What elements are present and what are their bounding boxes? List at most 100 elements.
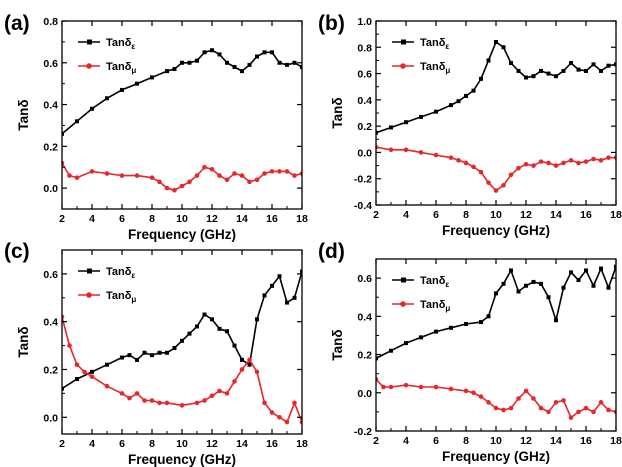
data-point bbox=[478, 169, 484, 175]
plot-frame bbox=[375, 258, 617, 432]
panel-label: (d) bbox=[318, 240, 345, 263]
legend-label: Tanδε bbox=[106, 37, 135, 51]
data-point bbox=[247, 179, 252, 185]
data-point bbox=[389, 125, 393, 130]
series-tan-mu bbox=[62, 160, 302, 193]
data-point bbox=[157, 400, 162, 406]
x-tick-label: 18 bbox=[610, 209, 622, 221]
data-point bbox=[292, 295, 297, 300]
data-point bbox=[292, 400, 297, 406]
x-tick-label: 2 bbox=[59, 438, 65, 450]
data-point bbox=[479, 320, 483, 325]
data-point bbox=[119, 173, 125, 178]
data-point bbox=[150, 353, 154, 358]
data-point bbox=[62, 131, 64, 136]
data-point bbox=[134, 391, 140, 396]
legend-label-sub: μ bbox=[445, 66, 450, 75]
data-point bbox=[142, 350, 147, 355]
y-axis-title: Tanδ bbox=[330, 329, 345, 360]
y-tick-label: 0.8 bbox=[43, 16, 58, 28]
data-point bbox=[576, 409, 581, 415]
data-point bbox=[433, 384, 439, 390]
data-point bbox=[516, 68, 521, 73]
data-point bbox=[285, 62, 289, 67]
x-tick-label: 6 bbox=[433, 435, 439, 447]
data-point bbox=[591, 156, 596, 162]
y-tick-label: 0.0 bbox=[43, 412, 58, 424]
x-tick-label: 4 bbox=[89, 438, 95, 450]
data-point bbox=[471, 390, 476, 396]
legend-marker bbox=[401, 39, 406, 45]
legend-label-main: Tanδ bbox=[106, 37, 132, 49]
data-point bbox=[239, 173, 245, 178]
data-point bbox=[164, 185, 170, 191]
data-point bbox=[180, 60, 184, 65]
data-point bbox=[486, 314, 491, 319]
data-point bbox=[104, 171, 110, 176]
data-point bbox=[501, 281, 506, 286]
data-point bbox=[538, 405, 544, 411]
data-point bbox=[388, 147, 394, 153]
data-point bbox=[277, 414, 282, 420]
x-tick-label: 6 bbox=[119, 438, 125, 450]
data-point bbox=[240, 357, 244, 362]
data-point bbox=[599, 68, 603, 73]
data-point bbox=[553, 400, 559, 405]
series-tan-mu bbox=[62, 314, 302, 425]
data-point bbox=[463, 388, 469, 394]
data-point bbox=[262, 293, 267, 298]
data-point bbox=[449, 325, 453, 330]
data-point bbox=[217, 388, 222, 394]
data-point bbox=[614, 62, 616, 67]
data-point bbox=[403, 147, 409, 153]
series-line bbox=[376, 378, 616, 419]
data-point bbox=[254, 369, 260, 375]
data-point bbox=[576, 278, 581, 283]
data-point bbox=[202, 398, 207, 403]
y-tick-label: 0.6 bbox=[357, 273, 372, 285]
data-point bbox=[195, 58, 199, 63]
legend-label-main: Tanδ bbox=[420, 37, 446, 49]
legend-label-main: Tanδ bbox=[420, 299, 446, 311]
data-point bbox=[546, 160, 551, 166]
data-point bbox=[501, 182, 506, 188]
x-tick-label: 10 bbox=[490, 435, 502, 447]
data-point bbox=[254, 177, 260, 183]
data-point bbox=[284, 419, 290, 425]
series-line bbox=[62, 162, 302, 192]
legend-label-main: Tanδ bbox=[420, 275, 446, 287]
data-point bbox=[187, 60, 192, 65]
data-point bbox=[531, 163, 536, 168]
data-point bbox=[598, 400, 604, 405]
x-tick-label: 14 bbox=[236, 213, 248, 225]
x-tick-label: 16 bbox=[266, 438, 278, 450]
data-point bbox=[456, 99, 461, 104]
data-point bbox=[494, 291, 498, 296]
series-tan-eps bbox=[62, 269, 302, 391]
data-point bbox=[149, 175, 155, 180]
data-point bbox=[127, 353, 132, 358]
data-point bbox=[524, 75, 528, 80]
chart-panel-1: (a) 2 4 6 8 10 12 14 16 18 0.0 0.2 0.4 0.6 0.8 Frequenc… bbox=[4, 12, 308, 242]
y-tick-label: 0.8 bbox=[357, 42, 372, 54]
series-tan-eps bbox=[62, 48, 302, 136]
x-tick-label: 16 bbox=[580, 209, 592, 221]
legend-label: Tanδε bbox=[106, 266, 135, 280]
data-point bbox=[172, 187, 177, 193]
data-point bbox=[576, 67, 581, 72]
data-point bbox=[561, 285, 566, 290]
data-point bbox=[224, 391, 230, 396]
data-point bbox=[569, 61, 573, 66]
y-tick-label: 0.4 bbox=[43, 317, 58, 329]
x-tick-label: 2 bbox=[59, 213, 65, 225]
x-tick-label: 8 bbox=[463, 435, 469, 447]
data-point bbox=[217, 52, 222, 57]
data-point bbox=[179, 403, 185, 408]
data-point bbox=[239, 367, 245, 372]
series-line bbox=[376, 40, 616, 134]
series-tan-eps bbox=[376, 40, 616, 135]
data-point bbox=[179, 183, 185, 189]
x-tick-label: 4 bbox=[403, 209, 409, 221]
data-point bbox=[255, 317, 259, 322]
data-point bbox=[434, 109, 438, 114]
